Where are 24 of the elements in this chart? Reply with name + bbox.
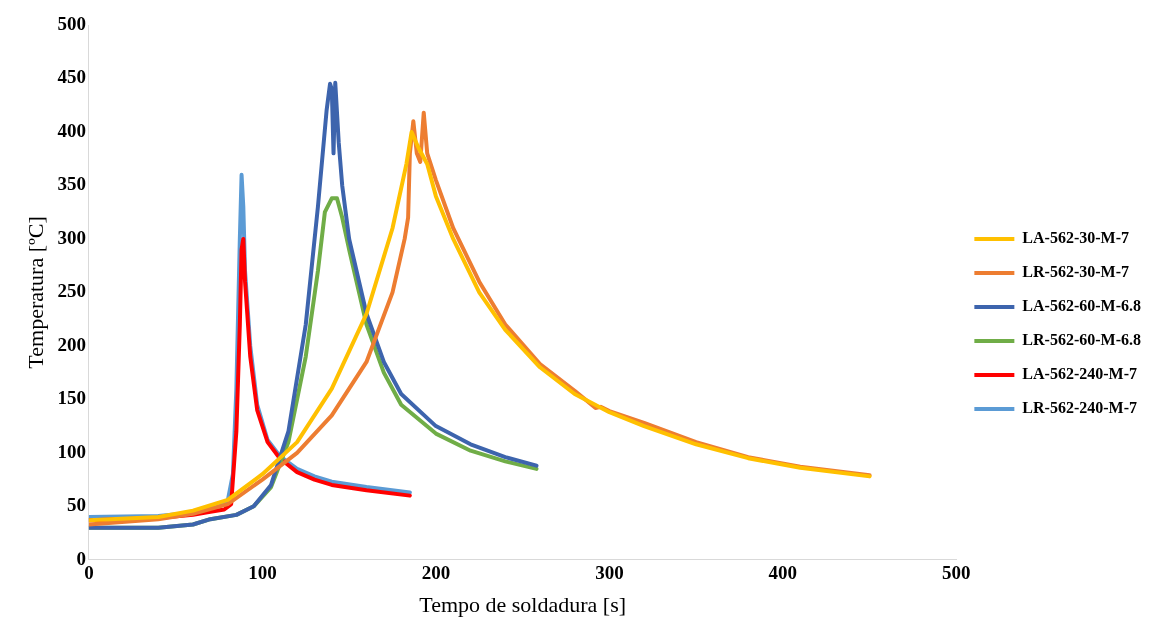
y-tick-label: 450	[57, 66, 86, 88]
x-tick-label: 300	[595, 562, 624, 584]
y-tick-label: 50	[66, 494, 86, 516]
y-axis-title: Temperatura [ºC]	[22, 216, 48, 369]
y-tick-label: 200	[57, 333, 86, 355]
legend-label: LA-562-240-M-7	[1022, 365, 1137, 383]
y-tick-label: 400	[57, 119, 86, 141]
y-tick-label: 300	[57, 226, 86, 248]
y-tick-label: 250	[57, 280, 86, 302]
x-tick-label: 400	[768, 562, 798, 584]
y-tick-label: 150	[57, 387, 86, 409]
y-tick-label: 350	[57, 173, 86, 195]
legend-label: LA-562-30-M-7	[1022, 229, 1129, 247]
legend-label: LR-562-30-M-7	[1022, 263, 1129, 281]
x-tick-label: 100	[248, 562, 277, 584]
x-tick-label: 200	[421, 562, 451, 584]
legend-label: LR-562-60-M-6.8	[1022, 331, 1141, 349]
y-tick-label: 0	[76, 547, 86, 569]
y-tick-label: 100	[57, 440, 86, 462]
x-tick-label: 500	[942, 562, 971, 584]
legend-label: LR-562-240-M-7	[1022, 399, 1137, 417]
x-axis-title: Tempo de soldadura [s]	[419, 591, 627, 617]
y-tick-label: 500	[57, 12, 86, 34]
legend-label: LA-562-60-M-6.8	[1022, 297, 1141, 315]
